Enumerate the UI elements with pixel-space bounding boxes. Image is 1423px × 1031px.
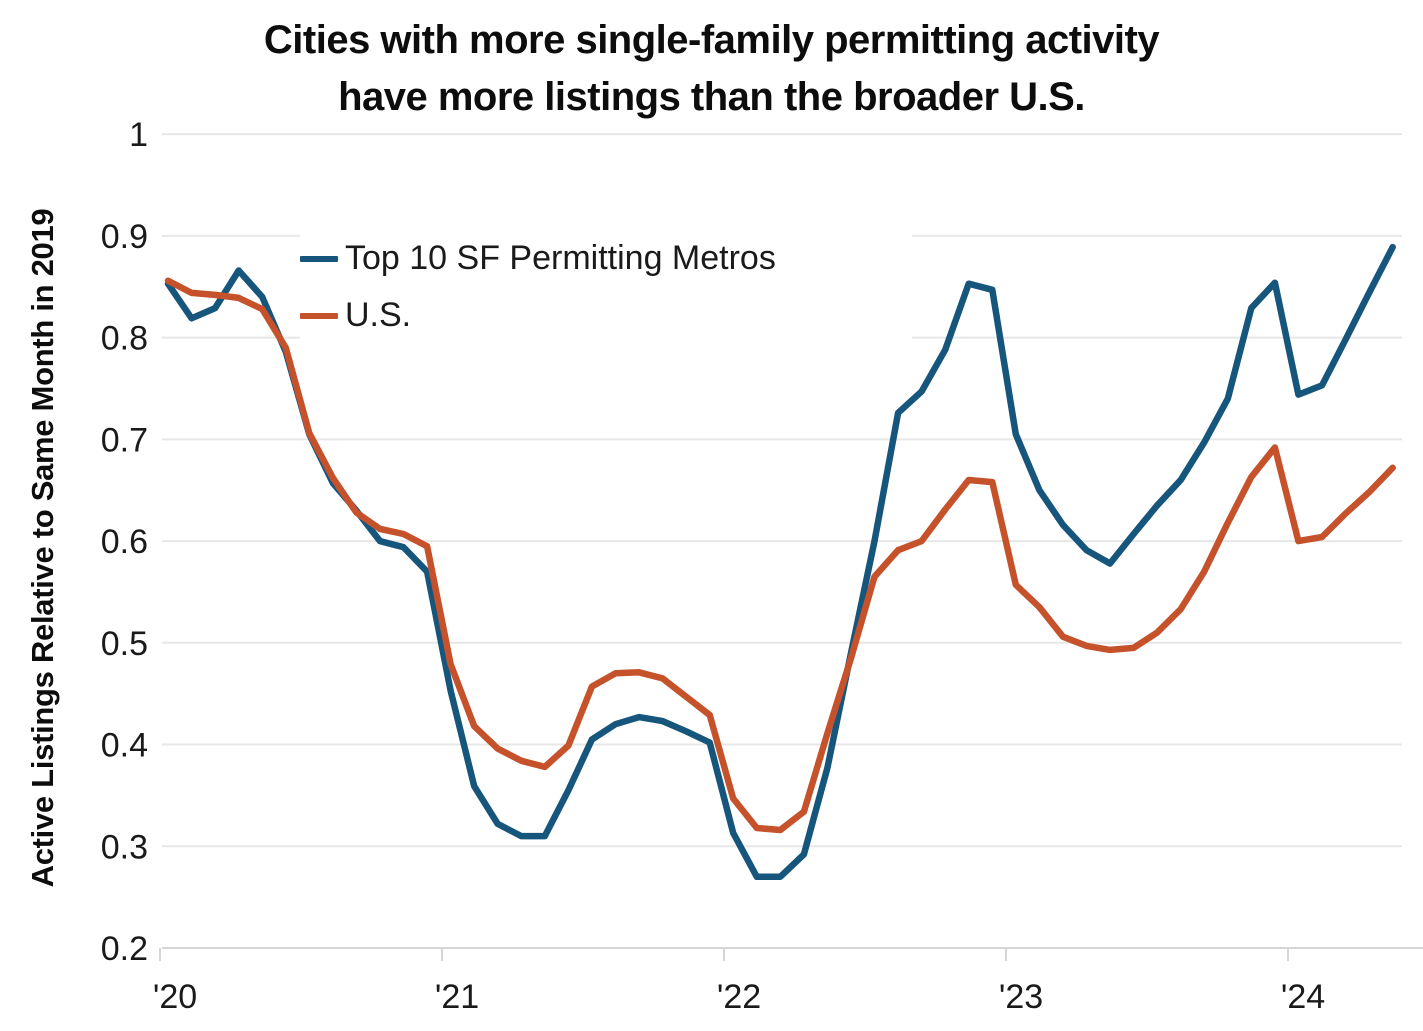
series-line-us — [164, 277, 1396, 834]
y-tick-label: 0.2 — [101, 930, 148, 968]
legend-label-metros: Top 10 SF Permitting Metros — [345, 239, 776, 277]
x-tick-label: '21 — [435, 978, 479, 1016]
series-line-metros — [164, 243, 1396, 881]
y-tick-label: 0.6 — [101, 523, 148, 561]
chart-title: Cities with more single-family permittin… — [0, 12, 1423, 126]
metros-line-swatch — [300, 255, 338, 262]
y-tick-label: 0.3 — [101, 828, 148, 866]
y-tick-label: 0.9 — [101, 218, 148, 256]
y-tick-labels: 1 0.9 0.8 0.7 0.6 0.5 0.4 0.3 0.2 — [101, 116, 148, 968]
chart-title-line2: have more listings than the broader U.S. — [338, 75, 1085, 119]
data-series — [164, 243, 1396, 881]
y-tick-label: 0.4 — [101, 727, 148, 765]
y-tick-label: 0.7 — [101, 421, 148, 459]
x-tick-labels: '20 '21 '22 '23 '24 — [153, 978, 1325, 1016]
legend-item-metros: Top 10 SF Permitting Metros — [300, 235, 912, 282]
us-line-swatch — [300, 312, 338, 319]
legend-item-us: U.S. — [300, 292, 912, 339]
x-axis — [159, 947, 1423, 961]
legend-label-us: U.S. — [345, 296, 412, 334]
x-tick-label: '20 — [153, 978, 197, 1016]
y-tick-label: 0.5 — [101, 625, 148, 663]
legend: Top 10 SF Permitting Metros U.S. — [300, 231, 912, 343]
x-tick-label: '23 — [999, 978, 1043, 1016]
x-tick-label: '24 — [1281, 978, 1325, 1016]
x-tick-label: '22 — [717, 978, 761, 1016]
chart-title-line1: Cities with more single-family permittin… — [263, 18, 1160, 62]
y-tick-label: 1 — [129, 116, 148, 154]
y-tick-label: 0.8 — [101, 320, 148, 358]
